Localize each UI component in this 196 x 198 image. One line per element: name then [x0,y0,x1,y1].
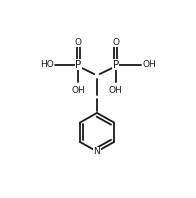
Text: O: O [75,38,82,47]
Text: OH: OH [109,86,122,95]
Text: P: P [113,60,119,70]
Text: O: O [112,38,119,47]
Text: OH: OH [142,60,156,69]
Text: P: P [75,60,82,70]
Text: N: N [93,147,100,156]
Text: OH: OH [72,86,85,95]
Text: HO: HO [40,60,54,69]
